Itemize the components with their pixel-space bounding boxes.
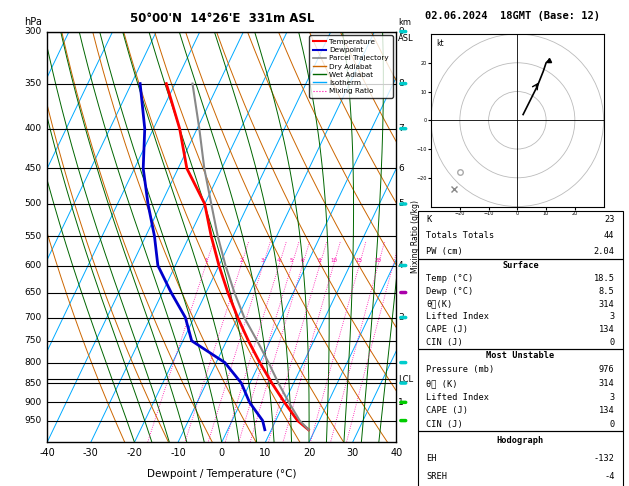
Text: 3: 3 (610, 393, 615, 401)
Text: 350: 350 (25, 79, 42, 88)
Text: 650: 650 (25, 288, 42, 297)
Text: Temp (°C): Temp (°C) (426, 274, 474, 283)
Bar (418, 259, 623, 349)
Text: 10: 10 (259, 449, 272, 458)
Text: θᴇ (K): θᴇ (K) (426, 379, 458, 388)
Text: 976: 976 (599, 365, 615, 374)
Text: 134: 134 (599, 325, 615, 334)
Bar (418, 211, 623, 259)
Text: -132: -132 (594, 454, 615, 463)
Text: 600: 600 (25, 261, 42, 270)
Text: 44: 44 (604, 231, 615, 240)
Bar (418, 431, 623, 486)
Text: 40: 40 (390, 449, 403, 458)
Text: 1: 1 (204, 259, 208, 263)
Text: Hodograph: Hodograph (497, 436, 544, 445)
Text: 0: 0 (610, 420, 615, 429)
Text: Surface: Surface (502, 261, 539, 270)
Text: 3: 3 (398, 313, 404, 322)
Text: EH: EH (426, 454, 437, 463)
Text: K: K (426, 215, 431, 224)
Text: PW (cm): PW (cm) (426, 246, 463, 256)
Text: 700: 700 (25, 313, 42, 322)
Text: 30: 30 (347, 449, 359, 458)
Text: -20: -20 (126, 449, 142, 458)
Text: CAPE (J): CAPE (J) (426, 406, 469, 415)
Text: 6: 6 (301, 259, 304, 263)
Text: 314: 314 (599, 379, 615, 388)
Text: Lifted Index: Lifted Index (426, 393, 489, 401)
Text: 950: 950 (25, 416, 42, 425)
Text: 50°00'N  14°26'E  331m ASL: 50°00'N 14°26'E 331m ASL (130, 12, 314, 25)
Text: ASL: ASL (398, 34, 414, 43)
Text: Dewpoint / Temperature (°C): Dewpoint / Temperature (°C) (147, 469, 296, 479)
Text: 5: 5 (290, 259, 294, 263)
Text: Pressure (mb): Pressure (mb) (426, 365, 495, 374)
Text: -4: -4 (604, 472, 615, 481)
Text: Totals Totals: Totals Totals (426, 231, 495, 240)
Text: 450: 450 (25, 164, 42, 173)
Text: 15: 15 (355, 259, 363, 263)
Text: 2: 2 (239, 259, 243, 263)
Text: 23: 23 (604, 215, 615, 224)
Text: Most Unstable: Most Unstable (486, 351, 555, 361)
Text: 300: 300 (25, 27, 42, 36)
Text: 1: 1 (398, 398, 404, 407)
Text: 6: 6 (398, 164, 404, 173)
Text: 9: 9 (398, 27, 404, 36)
Text: 500: 500 (25, 199, 42, 208)
Text: km: km (398, 18, 411, 28)
Text: Dewp (°C): Dewp (°C) (426, 287, 474, 296)
Text: 7: 7 (398, 124, 404, 133)
Text: 134: 134 (599, 406, 615, 415)
Text: LCL: LCL (398, 375, 413, 383)
Bar (418, 349, 623, 431)
Text: kt: kt (437, 39, 444, 48)
Text: 750: 750 (25, 336, 42, 346)
Text: 800: 800 (25, 358, 42, 367)
Text: 4: 4 (398, 261, 404, 270)
Text: 5: 5 (398, 199, 404, 208)
Text: hPa: hPa (24, 17, 42, 28)
Text: θᴇ(K): θᴇ(K) (426, 299, 453, 309)
Text: 02.06.2024  18GMT (Base: 12): 02.06.2024 18GMT (Base: 12) (425, 11, 599, 21)
Text: 8: 8 (398, 79, 404, 88)
Text: 3: 3 (261, 259, 265, 263)
Text: 0: 0 (610, 338, 615, 347)
Text: -40: -40 (39, 449, 55, 458)
Text: 400: 400 (25, 124, 42, 133)
Text: 8: 8 (318, 259, 321, 263)
Text: 2.04: 2.04 (594, 246, 615, 256)
Text: 550: 550 (25, 232, 42, 241)
Text: 20: 20 (303, 449, 315, 458)
Text: 3: 3 (610, 312, 615, 321)
Text: CAPE (J): CAPE (J) (426, 325, 469, 334)
Text: 8.5: 8.5 (599, 287, 615, 296)
Text: Lifted Index: Lifted Index (426, 312, 489, 321)
Text: SREH: SREH (426, 472, 447, 481)
Text: CIN (J): CIN (J) (426, 338, 463, 347)
Text: 0: 0 (219, 449, 225, 458)
Text: -30: -30 (83, 449, 99, 458)
Text: 20: 20 (374, 259, 382, 263)
Legend: Temperature, Dewpoint, Parcel Trajectory, Dry Adiabat, Wet Adiabat, Isotherm, Mi: Temperature, Dewpoint, Parcel Trajectory… (309, 35, 392, 98)
Text: CIN (J): CIN (J) (426, 420, 463, 429)
Text: 850: 850 (25, 379, 42, 387)
Text: 4: 4 (277, 259, 281, 263)
Text: -10: -10 (170, 449, 186, 458)
Text: 314: 314 (599, 299, 615, 309)
Text: 18.5: 18.5 (594, 274, 615, 283)
Text: 900: 900 (25, 398, 42, 407)
Text: Mixing Ratio (g/kg): Mixing Ratio (g/kg) (411, 200, 420, 274)
Text: 10: 10 (330, 259, 337, 263)
